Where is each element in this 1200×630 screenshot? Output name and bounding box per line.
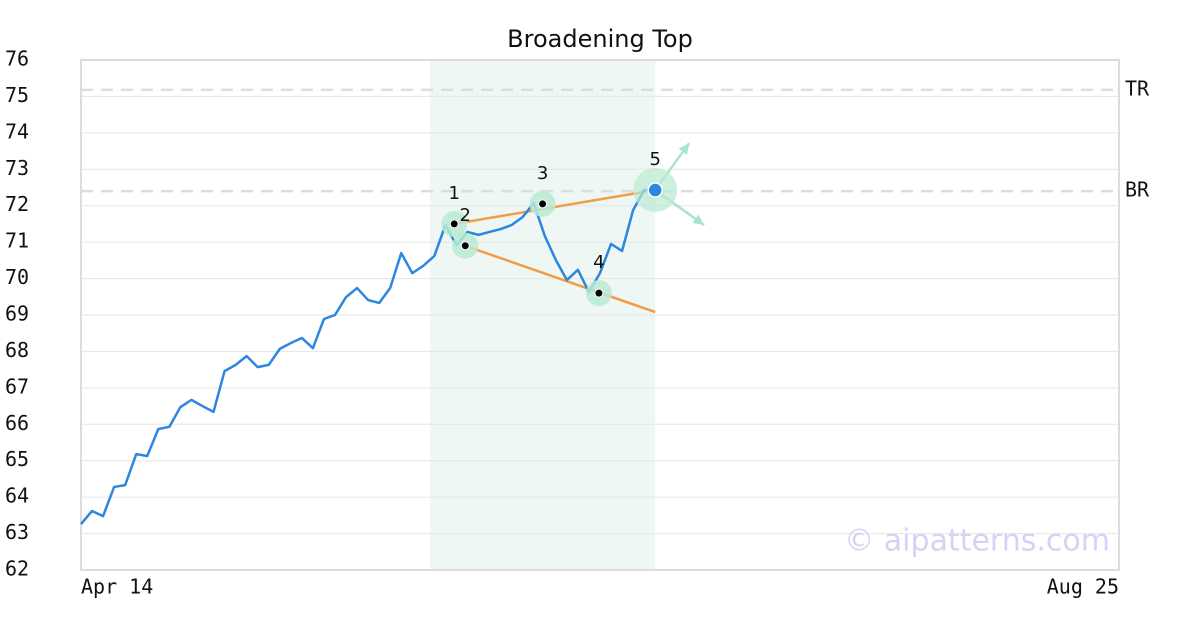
y-tick-label: 63 — [5, 520, 29, 544]
y-tick-label: 71 — [5, 229, 29, 253]
level-label: BR — [1125, 178, 1150, 202]
plot-border — [80, 59, 1120, 571]
y-tick-label: 72 — [5, 192, 29, 216]
x-tick-label: Apr 14 — [81, 575, 153, 599]
chart-title: Broadening Top — [507, 25, 693, 53]
y-tick-label: 70 — [5, 265, 29, 289]
watermark: © aipatterns.com — [844, 524, 1110, 559]
point-label: 5 — [649, 149, 660, 170]
y-tick-label: 68 — [5, 338, 29, 362]
pattern-point — [460, 241, 470, 251]
y-tick-label: 75 — [5, 83, 29, 107]
y-tick-label: 74 — [5, 119, 29, 143]
point-label: 2 — [460, 205, 471, 226]
point-label: 4 — [593, 252, 604, 273]
pattern-point — [538, 199, 548, 209]
y-tick-label: 69 — [5, 302, 29, 326]
price-line — [80, 188, 656, 525]
pattern-point — [594, 288, 604, 298]
trend-line — [464, 244, 656, 314]
point-label: 1 — [449, 183, 460, 204]
y-tick-label: 67 — [5, 374, 29, 398]
y-tick-label: 65 — [5, 447, 29, 471]
point-label: 3 — [537, 163, 548, 184]
y-tick-label: 66 — [5, 411, 29, 435]
y-tick-label: 64 — [5, 484, 29, 508]
arrow-head — [678, 143, 690, 155]
y-tick-label: 62 — [5, 557, 29, 581]
y-tick-label: 73 — [5, 156, 29, 180]
pattern-point — [647, 182, 663, 198]
y-tick-label: 76 — [5, 47, 29, 71]
pattern-point — [449, 219, 459, 229]
arrow-head — [692, 214, 705, 226]
level-label: TR — [1125, 76, 1150, 100]
x-tick-label: Aug 25 — [1047, 575, 1119, 599]
